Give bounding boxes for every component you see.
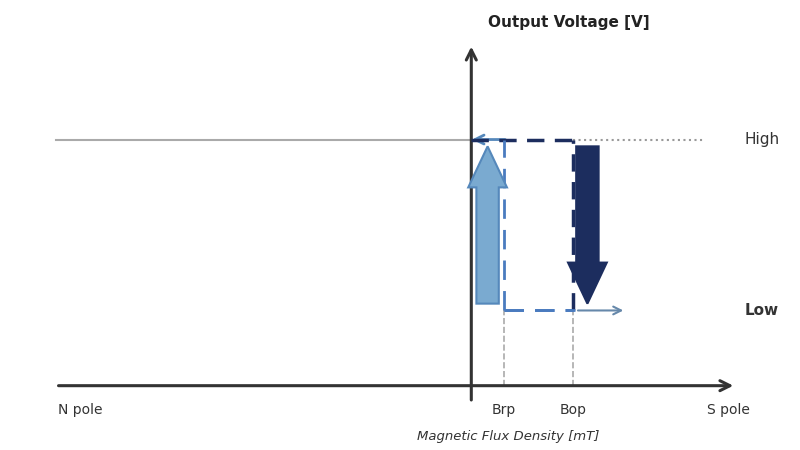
- Text: Low: Low: [744, 303, 778, 318]
- Text: Magnetic Flux Density [mT]: Magnetic Flux Density [mT]: [417, 430, 599, 443]
- Text: High: High: [744, 132, 779, 147]
- Text: Bop: Bop: [560, 403, 586, 417]
- Text: Output Voltage [V]: Output Voltage [V]: [487, 15, 650, 30]
- Text: S pole: S pole: [706, 403, 750, 417]
- FancyArrow shape: [468, 146, 507, 304]
- FancyArrow shape: [568, 146, 606, 304]
- Text: N pole: N pole: [58, 403, 102, 417]
- Text: Brp: Brp: [492, 403, 516, 417]
